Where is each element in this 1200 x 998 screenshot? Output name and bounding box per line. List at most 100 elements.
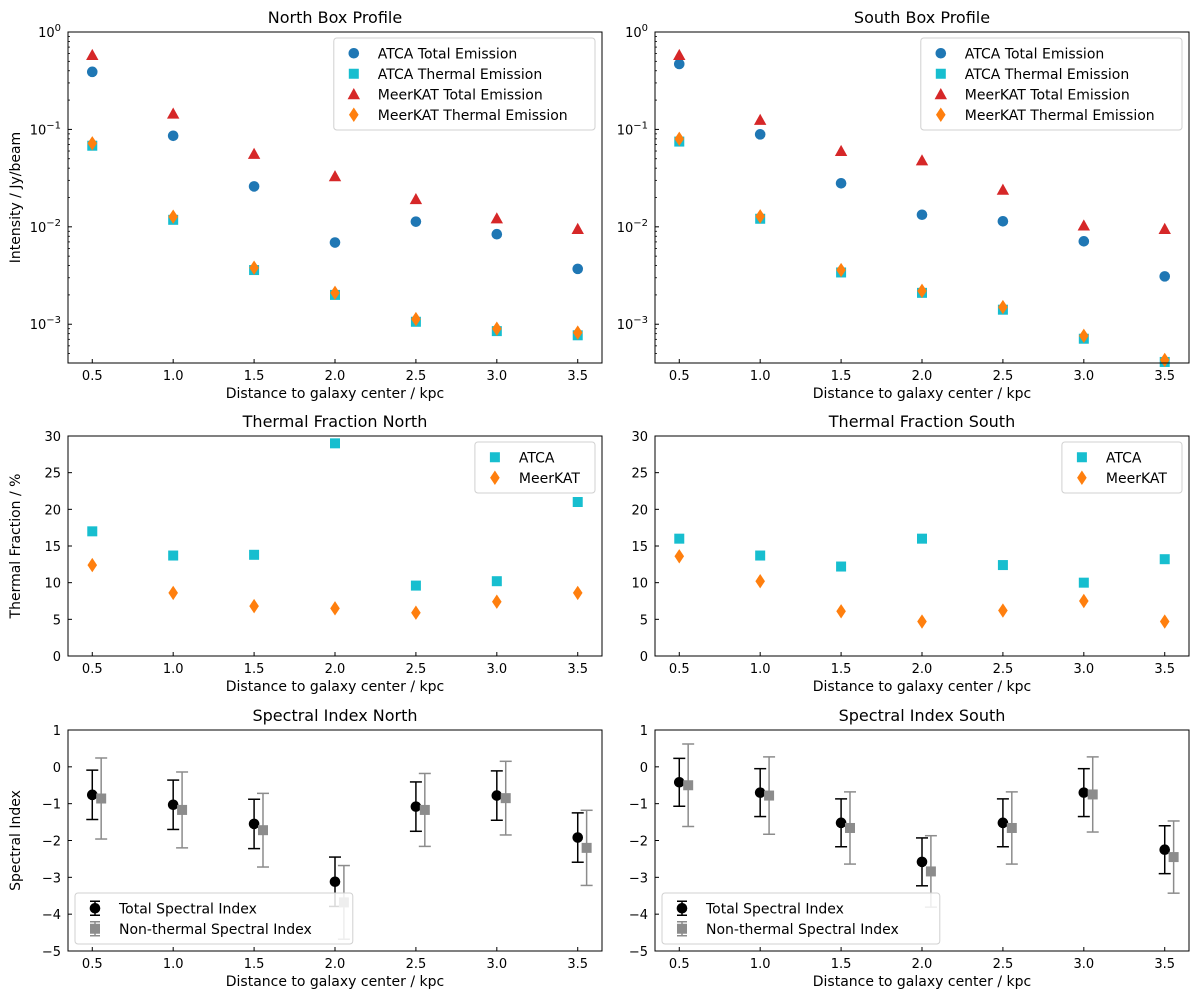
data-point — [998, 603, 1008, 618]
data-point — [917, 614, 927, 629]
data-point — [87, 557, 98, 573]
data-point — [997, 817, 1009, 829]
legend: Total Spectral Index Non-thermal Spectral… — [661, 892, 941, 945]
legend-marker — [677, 923, 687, 934]
data-point — [755, 574, 765, 589]
data-point — [997, 560, 1008, 571]
data-point — [1079, 593, 1089, 609]
y-tick-label: 30 — [631, 430, 648, 445]
x-tick-label: 0.5 — [82, 957, 103, 972]
data-point — [249, 598, 259, 614]
data-point — [328, 170, 342, 182]
data-point — [581, 842, 592, 853]
x-axis-label: Distance to galaxy center / kpc — [813, 679, 1031, 695]
x-tick-label: 2.0 — [912, 957, 933, 972]
y-tick-base: 10 — [625, 26, 642, 41]
legend-label: ATCA — [1106, 450, 1142, 466]
data-point — [168, 209, 178, 224]
x-tick-label: 3.5 — [1154, 369, 1175, 384]
data-point — [571, 222, 584, 234]
y-tick-label: −5 — [42, 945, 61, 960]
chart-title: North Box Profile — [268, 8, 402, 27]
y-tick-label: 5 — [640, 613, 648, 628]
data-point — [247, 147, 261, 159]
data-point — [674, 131, 685, 147]
series-meerkat-thermal-emission — [87, 136, 583, 340]
legend-label: MeerKAT Total Emission — [378, 87, 543, 103]
x-axis-label: Distance to galaxy center / kpc — [226, 679, 444, 695]
y-tick-base: 10 — [617, 318, 634, 333]
y-tick-label: 10−2 — [30, 218, 61, 236]
data-point — [997, 215, 1009, 227]
legend-box — [920, 37, 1183, 131]
x-tick-label: 1.5 — [244, 957, 265, 972]
data-point — [836, 262, 846, 278]
legend-label: ATCA Total Emission — [378, 46, 517, 62]
data-point — [754, 787, 766, 798]
data-point — [1159, 352, 1170, 368]
data-point — [572, 832, 584, 843]
data-point — [249, 549, 260, 560]
legend-marker — [1076, 452, 1087, 463]
series-meerkat-thermal-emission — [674, 131, 1170, 368]
y-tick-exponent: −1 — [633, 120, 648, 131]
data-point — [1079, 328, 1089, 344]
legend-label: ATCA Total Emission — [965, 46, 1104, 62]
x-axis-label: Distance to galaxy center / kpc — [226, 974, 444, 990]
y-tick-base: 10 — [30, 318, 47, 333]
series-meerkat-total-emission — [86, 48, 584, 234]
data-point — [500, 793, 511, 804]
x-tick-label: 2.5 — [406, 369, 427, 384]
legend-box — [74, 892, 354, 945]
data-point — [1159, 554, 1170, 565]
data-point — [836, 561, 847, 572]
x-tick-label: 0.5 — [669, 369, 690, 384]
data-point — [764, 790, 775, 801]
legend-marker — [935, 47, 947, 59]
y-tick-label: 30 — [44, 430, 61, 445]
series-total-spectral-index — [86, 769, 584, 908]
x-tick-label: 3.5 — [1154, 957, 1175, 972]
data-point — [257, 825, 268, 836]
data-point — [410, 801, 422, 812]
x-tick-label: 3.0 — [486, 662, 507, 677]
data-point — [755, 209, 765, 224]
legend-marker — [1077, 470, 1087, 485]
data-point — [916, 856, 928, 868]
y-axis-label: Intensity / Jy/beam — [8, 132, 24, 263]
legend-marker — [348, 47, 360, 59]
chart-spectral-index-south: Spectral Index South 0.5 1.0 1.5 2.0 2.5 3.0 3.… — [629, 706, 1190, 990]
x-tick-label: 1.0 — [163, 369, 184, 384]
legend: ATCA MeerKAT — [474, 441, 596, 494]
x-tick-label: 1.0 — [163, 662, 184, 677]
data-point — [177, 804, 188, 815]
chart-spectral-index-north: Spectral Index North 0.5 1.0 1.5 2.0 2.5 3.0 3.… — [8, 706, 603, 990]
y-tick-label: 100 — [38, 23, 61, 41]
y-tick-label: 10−2 — [617, 218, 648, 236]
series-total-spectral-index — [673, 757, 1171, 887]
x-tick-label: 3.0 — [486, 957, 507, 972]
y-tick-base: 10 — [617, 123, 634, 138]
data-point — [1077, 219, 1091, 231]
legend-label: MeerKAT — [519, 471, 580, 487]
x-tick-label: 1.0 — [750, 369, 771, 384]
x-tick-label: 3.5 — [567, 662, 588, 677]
data-point — [572, 325, 583, 340]
chart-thermal-fraction-north: Thermal Fraction North 0.5 1.0 1.5 2.0 2.5 3.0… — [8, 412, 603, 695]
chart-title: Thermal Fraction North — [242, 412, 428, 431]
y-tick-label: 10−3 — [617, 315, 648, 333]
data-point — [755, 550, 766, 561]
legend-marker — [934, 88, 947, 100]
data-point — [86, 48, 99, 61]
y-tick-label: −4 — [629, 908, 648, 923]
x-tick-label: 3.0 — [486, 369, 507, 384]
y-tick-label: 100 — [625, 23, 648, 41]
data-point — [844, 822, 855, 833]
y-tick-exponent: 0 — [55, 23, 61, 34]
data-point — [166, 107, 180, 119]
data-point — [1078, 787, 1090, 798]
series-non-thermal-spectral-index — [682, 743, 1180, 908]
series-meerkat — [674, 549, 1170, 629]
legend: ATCA MeerKAT — [1061, 441, 1183, 494]
y-tick-label: 0 — [640, 761, 648, 776]
